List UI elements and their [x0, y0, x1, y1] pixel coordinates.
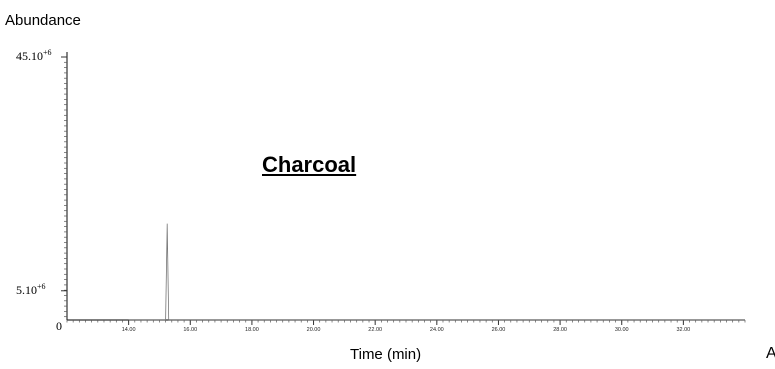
x-tick-label: 18.00 [245, 327, 259, 333]
y-axis-label: Abundance [5, 12, 81, 29]
x-tick-label: 30.00 [615, 327, 629, 333]
cut-off-label: A [766, 345, 775, 362]
x-tick-label: 16.00 [183, 327, 197, 333]
x-tick-label: 20.00 [307, 327, 321, 333]
y-tick-exponent: +6 [37, 282, 46, 291]
x-tick-label: 32.00 [676, 327, 690, 333]
y-tick-label: 45.10+6 [16, 48, 52, 63]
origin-label: 0 [56, 319, 62, 333]
x-tick-label: 22.00 [368, 327, 382, 333]
y-tick-label: 5.10+6 [16, 282, 46, 297]
x-tick-label: 28.00 [553, 327, 567, 333]
series [128, 223, 745, 321]
y-tick-exponent: +6 [43, 48, 52, 57]
series-line [128, 223, 745, 321]
x-tick-label: 24.00 [430, 327, 444, 333]
axes [66, 52, 745, 321]
x-axis-label: Time (min) [350, 346, 422, 363]
ticks: 45.10+6 5.10+6 0 14.00 16.00 18.00 20.00 22.00 2… [16, 48, 746, 333]
chart-annotation: Charcoal [262, 152, 357, 177]
x-tick-label: 26.00 [492, 327, 506, 333]
x-tick-label: 14.00 [122, 327, 136, 333]
